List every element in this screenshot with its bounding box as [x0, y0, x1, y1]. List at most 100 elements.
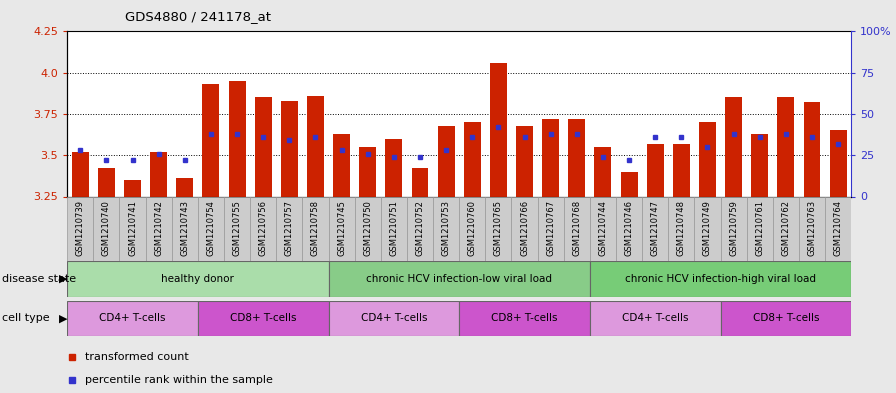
Bar [799, 196, 825, 261]
Text: chronic HCV infection-low viral load: chronic HCV infection-low viral load [366, 274, 552, 284]
Text: CD8+ T-cells: CD8+ T-cells [491, 313, 558, 323]
Text: GSM1210752: GSM1210752 [416, 200, 425, 255]
Text: GSM1210754: GSM1210754 [206, 200, 215, 255]
Bar [490, 63, 507, 196]
Text: GSM1210756: GSM1210756 [259, 200, 268, 256]
Text: healthy donor: healthy donor [161, 274, 235, 284]
Bar [568, 119, 585, 196]
Bar [594, 147, 611, 196]
Bar [93, 196, 119, 261]
Bar [433, 196, 459, 261]
Bar [329, 196, 355, 261]
Bar [772, 196, 799, 261]
Bar [67, 261, 329, 297]
Text: CD4+ T-cells: CD4+ T-cells [360, 313, 427, 323]
Bar [72, 152, 89, 196]
Text: GSM1210767: GSM1210767 [547, 200, 556, 256]
Text: CD8+ T-cells: CD8+ T-cells [230, 313, 297, 323]
Text: GSM1210765: GSM1210765 [494, 200, 503, 256]
Bar [642, 196, 668, 261]
Text: disease state: disease state [2, 274, 76, 284]
Bar [98, 169, 115, 196]
Text: GSM1210760: GSM1210760 [468, 200, 477, 256]
Bar [720, 301, 851, 336]
Text: cell type: cell type [2, 313, 49, 323]
Bar [746, 196, 772, 261]
Bar [198, 301, 329, 336]
Bar [228, 81, 246, 196]
Text: GSM1210762: GSM1210762 [781, 200, 790, 256]
Text: GSM1210741: GSM1210741 [128, 200, 137, 255]
Text: GSM1210757: GSM1210757 [285, 200, 294, 256]
Bar [437, 125, 454, 196]
Text: GSM1210747: GSM1210747 [650, 200, 659, 256]
Bar [751, 134, 768, 196]
Text: GSM1210758: GSM1210758 [311, 200, 320, 256]
Text: GSM1210739: GSM1210739 [76, 200, 85, 256]
Text: transformed count: transformed count [85, 352, 189, 362]
Bar [359, 147, 376, 196]
Bar [172, 196, 198, 261]
Bar [411, 169, 428, 196]
Text: GSM1210755: GSM1210755 [233, 200, 242, 255]
Text: GSM1210748: GSM1210748 [676, 200, 685, 256]
Bar [542, 119, 559, 196]
Bar [302, 196, 329, 261]
Text: GSM1210749: GSM1210749 [703, 200, 712, 255]
Bar [385, 139, 402, 196]
Text: GSM1210742: GSM1210742 [154, 200, 163, 255]
Text: percentile rank within the sample: percentile rank within the sample [85, 375, 273, 385]
Bar [119, 196, 145, 261]
Bar [668, 196, 694, 261]
Text: GSM1210746: GSM1210746 [625, 200, 633, 256]
Bar [124, 180, 141, 196]
Bar [486, 196, 512, 261]
Text: GSM1210745: GSM1210745 [337, 200, 346, 255]
Text: CD4+ T-cells: CD4+ T-cells [622, 313, 688, 323]
Text: GDS4880 / 241178_at: GDS4880 / 241178_at [125, 10, 271, 23]
Text: GSM1210759: GSM1210759 [729, 200, 738, 255]
Text: GSM1210750: GSM1210750 [363, 200, 372, 255]
Bar [67, 301, 198, 336]
Bar [250, 196, 276, 261]
Bar [224, 196, 250, 261]
Text: CD4+ T-cells: CD4+ T-cells [99, 313, 166, 323]
Bar [329, 261, 590, 297]
Bar [67, 196, 93, 261]
Bar [307, 96, 324, 196]
Bar [616, 196, 642, 261]
Text: GSM1210763: GSM1210763 [807, 200, 816, 256]
Text: GSM1210764: GSM1210764 [833, 200, 842, 256]
Bar [177, 178, 194, 196]
Bar [145, 196, 172, 261]
Bar [329, 301, 459, 336]
Bar [276, 196, 302, 261]
Bar [720, 196, 746, 261]
Bar [590, 196, 616, 261]
Bar [621, 172, 638, 196]
Bar [254, 97, 271, 196]
Text: GSM1210751: GSM1210751 [390, 200, 399, 255]
Text: GSM1210761: GSM1210761 [755, 200, 764, 256]
Bar [355, 196, 381, 261]
Bar [198, 196, 224, 261]
Bar [459, 196, 486, 261]
Text: CD8+ T-cells: CD8+ T-cells [753, 313, 819, 323]
Text: GSM1210768: GSM1210768 [573, 200, 582, 256]
Text: chronic HCV infection-high viral load: chronic HCV infection-high viral load [625, 274, 816, 284]
Bar [825, 196, 851, 261]
Bar [464, 122, 481, 196]
Text: GSM1210744: GSM1210744 [599, 200, 607, 255]
Bar [280, 101, 297, 196]
Bar [459, 301, 590, 336]
Bar [647, 144, 664, 196]
Text: GSM1210753: GSM1210753 [442, 200, 451, 256]
Bar [590, 261, 851, 297]
Bar [699, 122, 716, 196]
Bar [538, 196, 564, 261]
Bar [564, 196, 590, 261]
Bar [516, 125, 533, 196]
Bar [830, 130, 847, 196]
Bar [202, 84, 220, 196]
Bar [151, 152, 168, 196]
